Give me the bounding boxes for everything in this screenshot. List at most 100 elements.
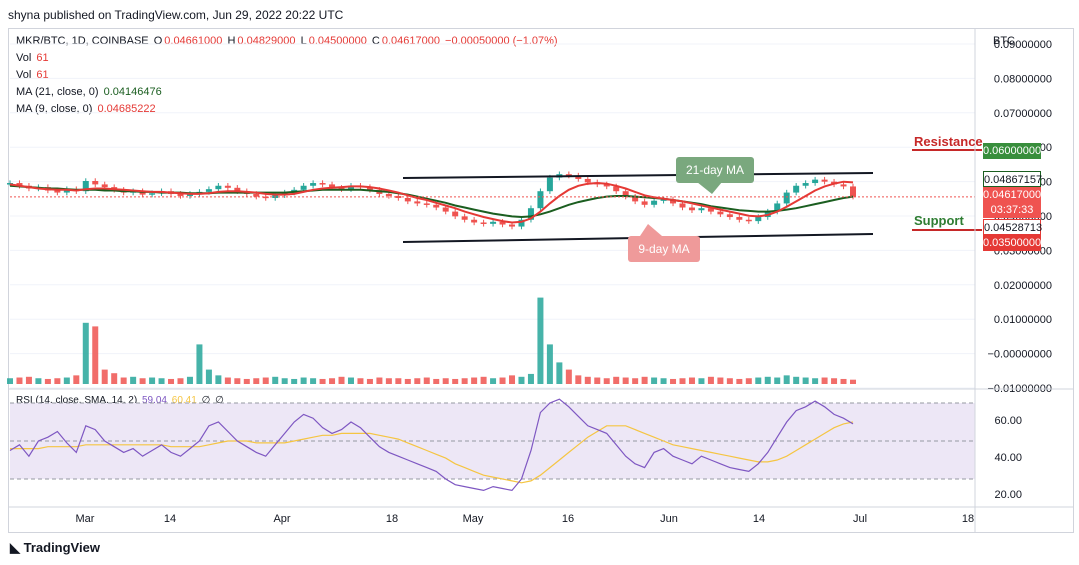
volume-bar <box>764 376 771 384</box>
ma9-legend[interactable]: MA (9, close, 0) 0.04685222 <box>16 103 158 115</box>
volume-bar <box>35 378 42 384</box>
volume-bar <box>802 377 809 384</box>
vol-label: Vol <box>16 52 32 64</box>
ma9-annotation-pointer <box>640 224 662 236</box>
rsi-legend[interactable]: RSI (14, close, SMA, 14, 2) 59.04 60.41 … <box>16 395 226 406</box>
candle-body <box>215 185 222 190</box>
volume-bar <box>205 369 212 384</box>
ma21-annotation-pointer <box>697 182 722 194</box>
time-tick-label: Apr <box>273 513 290 525</box>
volume-bar <box>707 376 714 384</box>
time-tick-label: 18 <box>386 513 398 525</box>
time-tick-label: Jun <box>660 513 678 525</box>
candle-body <box>177 193 184 196</box>
volume-bar <box>575 375 582 384</box>
volume-bar <box>54 378 61 384</box>
ma9-price-box: 0.04867157 <box>983 171 1042 187</box>
candle-body <box>509 224 516 227</box>
moving-averages <box>9 180 975 224</box>
candle-body <box>632 196 639 202</box>
volume-bar <box>433 378 440 384</box>
volume-bar <box>149 377 156 384</box>
candle-body <box>641 201 648 205</box>
price-tick-label: 0.01000000 <box>994 314 1052 326</box>
volume-bar <box>215 375 222 384</box>
candle-body <box>613 186 620 192</box>
candle-body <box>698 208 705 211</box>
volume-bar <box>281 378 288 384</box>
candle-body <box>101 184 108 188</box>
volume-bar <box>736 378 743 384</box>
volume-bar <box>25 376 32 384</box>
volume-bar <box>840 378 847 384</box>
ma21-price-box: 0.04528713 <box>983 219 1042 235</box>
time-tick-label: 18 <box>962 513 974 525</box>
countdown-box: 03:37:33 <box>983 202 1041 218</box>
volume-bar <box>442 378 449 384</box>
volume-bar <box>253 378 260 384</box>
candle-body <box>490 221 497 224</box>
volume-bars <box>7 297 856 384</box>
candle-body <box>840 184 847 187</box>
volume-bar <box>812 378 819 384</box>
volume-bar <box>651 377 658 384</box>
volume-bar <box>376 377 383 384</box>
ma21-label: MA (21, close, 0) <box>16 86 99 98</box>
volume-bar <box>63 377 70 384</box>
volume-bar <box>366 378 373 384</box>
volume-bar <box>774 377 781 384</box>
volume-bar <box>783 375 790 384</box>
volume-bar <box>556 362 563 384</box>
volume-bar <box>632 378 639 384</box>
ma21-annotation: 21-day MA <box>676 157 754 183</box>
volume-bar <box>726 378 733 384</box>
candle-body <box>717 211 724 215</box>
candle-body <box>234 187 241 192</box>
rsi-pane <box>9 398 975 492</box>
price-tick-label: 0.08000000 <box>994 73 1052 85</box>
volume-bar <box>821 377 828 384</box>
ma9-annotation: 9-day MA <box>628 236 700 262</box>
tradingview-logo[interactable]: ◣ TradingView <box>10 540 100 556</box>
volume-bar <box>584 376 591 384</box>
volume-bar <box>130 376 137 384</box>
candle-body <box>518 219 525 227</box>
ma9-value: 0.04685222 <box>97 103 156 115</box>
open-label: O <box>153 35 163 47</box>
volume-bar <box>850 379 856 384</box>
volume-bar <box>177 378 184 384</box>
ma9-label: MA (9, close, 0) <box>16 103 93 115</box>
ma21-value: 0.04146476 <box>103 86 162 98</box>
volume-bar <box>490 378 497 384</box>
candle-body <box>366 187 373 190</box>
volume-bar <box>537 297 544 384</box>
candle-body <box>319 183 326 185</box>
candle-body <box>745 219 752 222</box>
volume-bar <box>698 378 705 384</box>
rsi-tick-label: 40.00 <box>994 452 1022 464</box>
last-price-box: 0.04617000 <box>983 187 1042 203</box>
volume-bar <box>831 378 838 384</box>
rsi-tick-label: 20.00 <box>994 489 1022 501</box>
time-tick-label: 16 <box>562 513 574 525</box>
candle-body <box>471 219 478 223</box>
ma21-legend[interactable]: MA (21, close, 0) 0.04146476 <box>16 86 164 98</box>
volume-bar <box>158 378 165 384</box>
candle-body <box>7 183 13 185</box>
volume-bar <box>120 377 127 384</box>
vol-legend-1[interactable]: Vol 61 <box>16 52 51 64</box>
volume-bar <box>16 377 23 384</box>
candle-body <box>300 185 307 190</box>
candle-body <box>461 216 468 220</box>
candle-body <box>433 204 440 208</box>
price-tick-label: 0.07000000 <box>994 108 1052 120</box>
candle-body <box>651 200 658 205</box>
candle-body <box>63 189 70 193</box>
rsi-null-2: ∅ <box>215 395 224 406</box>
candle-body <box>755 217 762 222</box>
candle-body <box>575 175 582 179</box>
volume-bar <box>518 376 525 384</box>
close-label: C <box>371 35 380 47</box>
volume-bar <box>480 376 487 384</box>
